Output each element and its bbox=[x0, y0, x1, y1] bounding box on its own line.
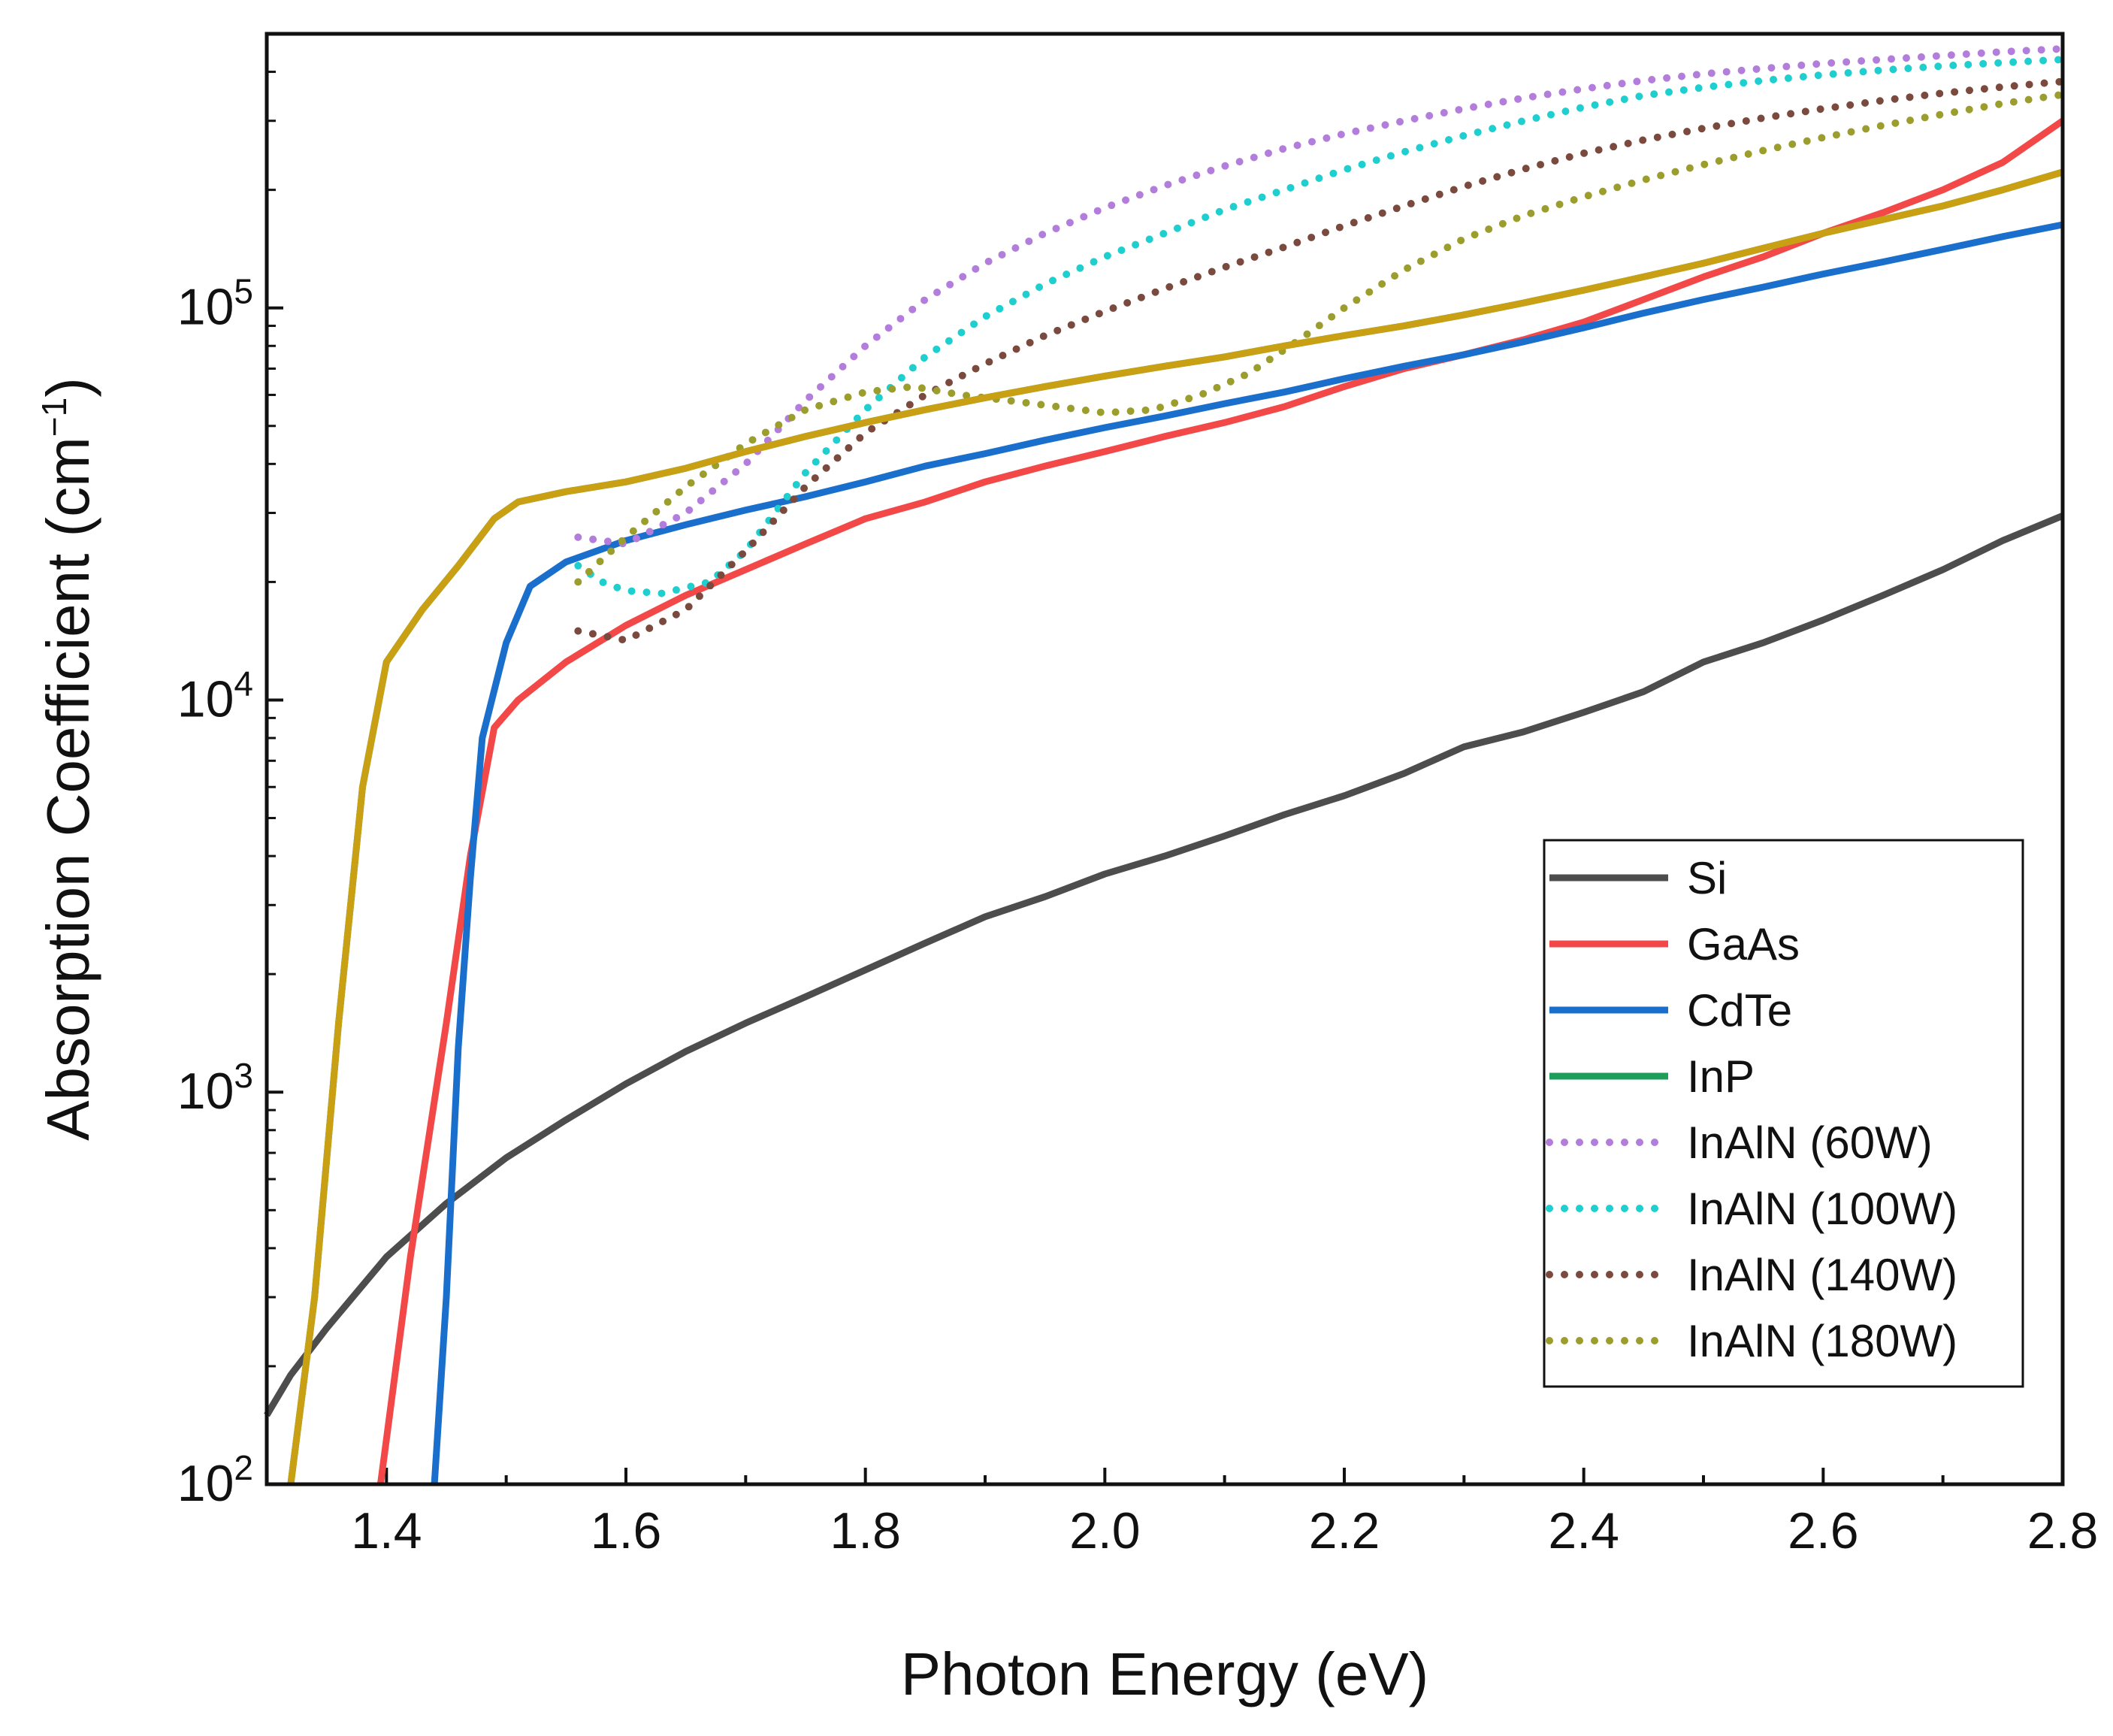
y-tick-label: 102 bbox=[177, 1448, 253, 1512]
y-tick-exponent: 4 bbox=[234, 664, 253, 703]
y-tick-exponent: 3 bbox=[234, 1056, 253, 1095]
y-tick-base: 10 bbox=[177, 1455, 234, 1512]
series-line-inaln-60w bbox=[574, 44, 2066, 548]
x-axis-title: Photon Energy (eV) bbox=[901, 1641, 1429, 1707]
plot-frame bbox=[265, 32, 2065, 1486]
y-tick-base: 10 bbox=[177, 1063, 234, 1120]
y-axis-title-exponent: −1 bbox=[35, 398, 74, 437]
y-tick-exponent: 5 bbox=[234, 272, 253, 311]
x-tick-label: 2.2 bbox=[1309, 1502, 1380, 1559]
x-tick-label: 2.6 bbox=[1788, 1502, 1859, 1559]
legend-label-inaln-180w: InAlN (180W) bbox=[1687, 1316, 1957, 1366]
x-tick-label: 1.6 bbox=[591, 1502, 662, 1559]
legend-label-inaln-100w: InAlN (100W) bbox=[1687, 1184, 1957, 1234]
x-tick-label: 2.8 bbox=[2027, 1502, 2099, 1559]
y-tick-exponent: 2 bbox=[234, 1448, 253, 1487]
y-tick-label: 105 bbox=[177, 272, 253, 336]
y-tick-label: 104 bbox=[177, 664, 253, 727]
series-line-cdte bbox=[431, 221, 2063, 1485]
series-line-inaln-overlay-gold bbox=[287, 168, 2064, 1485]
series-lines bbox=[264, 44, 2066, 1485]
y-axis-title: Absorption Coefficient (cm−1) bbox=[35, 377, 101, 1141]
legend-label-cdte: CdTe bbox=[1687, 985, 1792, 1036]
x-tick-label: 1.4 bbox=[351, 1502, 422, 1559]
legend-label-si: Si bbox=[1687, 853, 1727, 903]
series-line-inaln-140w bbox=[574, 77, 2066, 644]
y-tick-base: 10 bbox=[177, 670, 234, 727]
legend-label-gaas: GaAs bbox=[1687, 919, 1800, 969]
series-line-inaln-180w bbox=[574, 90, 2066, 586]
y-axis-title-close: ) bbox=[35, 377, 101, 398]
legend-label-inaln-140w: InAlN (140W) bbox=[1687, 1250, 1957, 1300]
series-line-inaln-100w bbox=[574, 56, 2066, 597]
x-tick-label: 2.4 bbox=[1548, 1502, 1619, 1559]
series-line-gaas bbox=[376, 118, 2065, 1485]
y-tick-base: 10 bbox=[177, 279, 234, 336]
x-tick-label: 1.8 bbox=[830, 1502, 901, 1559]
y-axis-title-text: Absorption Coefficient (cm bbox=[35, 437, 101, 1141]
legend: Si GaAs CdTe InP InAlN (60W) InAlN (100W) InAl… bbox=[1543, 839, 2024, 1388]
x-tick-label: 2.0 bbox=[1069, 1502, 1141, 1559]
legend-label-inp: InP bbox=[1687, 1051, 1755, 1102]
y-tick-label: 103 bbox=[177, 1056, 253, 1120]
legend-box bbox=[1543, 839, 2024, 1388]
series-line-si bbox=[264, 513, 2064, 1417]
legend-label-inaln-60w: InAlN (60W) bbox=[1687, 1118, 1933, 1168]
